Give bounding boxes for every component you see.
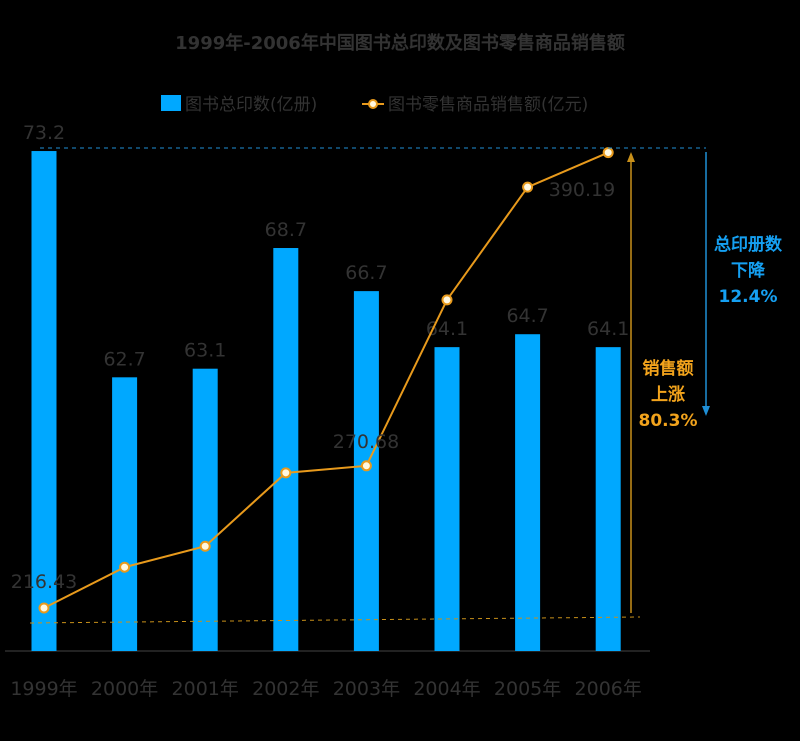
bottom-dashed-guide bbox=[29, 616, 641, 624]
x-tick-2004年: 2004年 bbox=[413, 678, 480, 700]
bar-label-2002年: 68.7 bbox=[265, 219, 307, 241]
bar-label-2001年: 63.1 bbox=[184, 340, 226, 362]
legend: 图书总印数(亿册) 图书零售商品销售额(亿元) bbox=[161, 95, 588, 115]
sales-line bbox=[43, 151, 609, 609]
line-point-2002年 bbox=[280, 467, 292, 479]
decline-annotation: 总印册数 下降 12.4% bbox=[714, 234, 783, 307]
bar-2005年 bbox=[515, 334, 541, 651]
chart-title: 1999年-2006年中国图书总印数及图书零售商品销售额 bbox=[175, 32, 625, 54]
line-point-2003年 bbox=[360, 460, 372, 472]
bar-1999年 bbox=[31, 151, 57, 652]
x-tick-2006年: 2006年 bbox=[575, 678, 642, 700]
bar-label-2000年: 62.7 bbox=[103, 348, 145, 370]
line-point-2004年 bbox=[441, 294, 453, 306]
line-series-group: 216.43 270.68 390.19 bbox=[11, 147, 615, 614]
x-tick-2005年: 2005年 bbox=[494, 678, 561, 700]
decline-annotation-line2: 下降 bbox=[731, 260, 766, 281]
increase-arrow-head bbox=[627, 152, 635, 162]
decline-annotation-line3: 12.4% bbox=[719, 287, 778, 307]
legend-line-marker bbox=[368, 99, 378, 109]
bar-label-2006年: 64.1 bbox=[587, 318, 629, 340]
annotation-guides bbox=[29, 147, 710, 624]
line-point-1999年 bbox=[38, 602, 50, 614]
line-point-2005年 bbox=[522, 181, 534, 193]
line-point-2006年 bbox=[602, 147, 614, 159]
increase-annotation-line3: 80.3% bbox=[639, 411, 698, 431]
line-label-2003年: 270.68 bbox=[333, 431, 399, 453]
decline-annotation-line1: 总印册数 bbox=[714, 234, 783, 255]
bar-label-2003年: 66.7 bbox=[345, 262, 387, 284]
increase-annotation-line1: 销售额 bbox=[643, 358, 694, 379]
bar-label-2005年: 64.7 bbox=[506, 305, 548, 327]
bar-label-1999年: 73.2 bbox=[23, 122, 65, 144]
x-tick-2003年: 2003年 bbox=[333, 678, 400, 700]
legend-line-label: 图书零售商品销售额(亿元) bbox=[388, 95, 588, 115]
x-tick-2002年: 2002年 bbox=[252, 678, 319, 700]
bar-2004年 bbox=[434, 347, 460, 651]
x-tick-1999年: 1999年 bbox=[10, 678, 77, 700]
x-tick-2000年: 2000年 bbox=[91, 678, 158, 700]
increase-annotation-line2: 上涨 bbox=[651, 385, 685, 405]
bar-2001年 bbox=[192, 368, 218, 651]
x-tick-labels: 1999年 2000年 2001年 2002年 2003年 2004年 2005年 2006年 bbox=[10, 678, 642, 700]
bar-2000年 bbox=[112, 377, 138, 651]
legend-bar-label: 图书总印数(亿册) bbox=[185, 95, 317, 115]
x-tick-2001年: 2001年 bbox=[172, 678, 239, 700]
legend-bar-swatch bbox=[161, 95, 181, 111]
bar-labels-group: 73.262.7 63.168.766.764.164.764.1 bbox=[23, 122, 630, 370]
bars-group bbox=[31, 151, 621, 652]
bar-2006年 bbox=[595, 347, 621, 651]
line-point-2000年 bbox=[119, 561, 131, 573]
bar-2002年 bbox=[273, 248, 299, 651]
line-label-2005年: 390.19 bbox=[549, 179, 615, 201]
line-point-2001年 bbox=[199, 540, 211, 552]
increase-annotation: 销售额 上涨 80.3% bbox=[639, 358, 698, 431]
decline-arrow-head bbox=[702, 406, 710, 416]
line-label-1999年: 216.43 bbox=[11, 571, 77, 593]
